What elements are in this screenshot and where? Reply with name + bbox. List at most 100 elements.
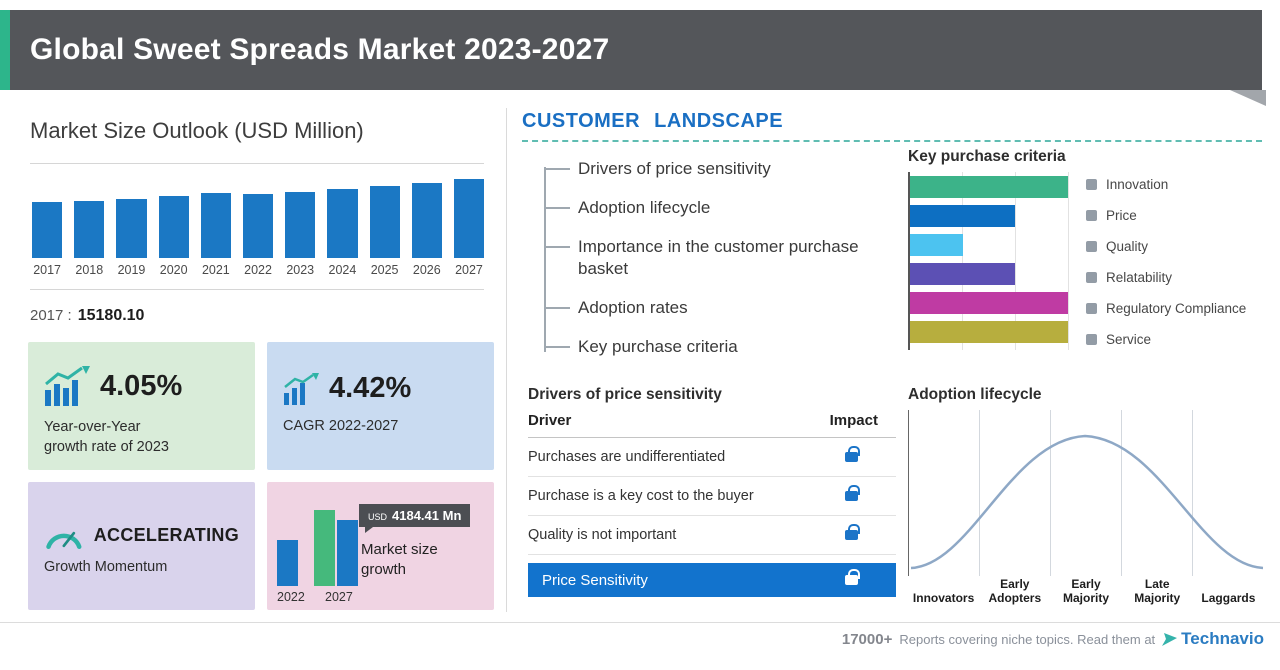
driver-row: Purchases are undifferentiated [528,438,896,477]
stage-label: Laggards [1201,591,1256,606]
footer-divider [0,622,1280,623]
landscape-item: Key purchase criteria [544,328,874,367]
price-sensitivity-title: Drivers of price sensitivity [528,386,722,403]
momentum-value-row: ACCELERATING [44,520,239,550]
market-size-bar [158,196,189,258]
growth-desc-line1: Market size [361,541,438,558]
criteria-bar [910,234,963,256]
legend-item: Innovation [1086,176,1246,192]
growth-chart-icon [45,366,90,406]
price-sensitivity-table: Driver Impact Purchases are undifferenti… [528,412,896,597]
landscape-item: Importance in the customer purchase bask… [544,228,874,289]
legend-item: Price [1086,208,1246,223]
lock-icon [845,569,860,585]
legend-marker-icon [1086,302,1097,314]
gridline [962,172,963,350]
momentum-desc: Growth Momentum [44,559,168,575]
year-label: 2024 [328,263,357,277]
legend-item: Regulatory Compliance [1086,300,1247,316]
market-size-bar [32,202,63,258]
base-year-number: 15180.10 [77,307,145,324]
yoy-value: 4.05% [100,369,183,402]
gridline [1068,172,1069,350]
yoy-value-row: 4.05% [44,366,239,406]
lock-icon [845,524,860,540]
header-accent-bar [0,10,10,90]
driver-label: Quality is not important [528,527,677,543]
criteria-bar [910,292,1068,314]
driver-column-header: Driver [528,412,572,429]
legend-label: Quality [1106,238,1149,254]
landscape-item: Drivers of price sensitivity [544,150,874,189]
year-label: 2017 [33,263,61,277]
base-year-value: 2017 : 15180.10 [30,307,144,325]
stage-label: Late Majority [1134,577,1181,606]
gridline [1192,410,1193,576]
cagr-value: 4.42% [329,372,412,404]
growth-desc-line2: growth [361,561,407,579]
growth-year-start: 2022 [277,590,305,604]
mini-growth-bar [277,540,298,586]
technavio-arrow-icon [1162,632,1178,646]
market-size-bar [74,201,105,258]
customer-landscape-title: CUSTOMER LANDSCAPE [522,110,784,132]
yoy-growth-card: 4.05% Year-over-Year growth rate of 2023 [28,342,255,470]
divider-line [30,289,484,290]
growth-chart-icon [284,372,319,405]
cagr-card: 4.42% CAGR 2022-2027 [267,342,494,470]
page-title: Global Sweet Spreads Market 2023-2027 [30,33,610,66]
stage-label: Early Majority [1063,577,1110,606]
market-size-bar [327,189,358,258]
cagr-desc: CAGR 2022-2027 [283,418,399,434]
market-size-bar [200,193,231,258]
year-label: 2022 [244,263,272,277]
market-size-bar [242,194,274,258]
year-label: 2020 [159,263,188,277]
key-purchase-criteria-title: Key purchase criteria [908,148,1066,165]
gridline [1121,410,1122,576]
key-purchase-criteria-legend: Innovation Price Quality Relatability Regula… [1086,176,1247,364]
growth-value-badge: USD 4184.41 Mn [359,504,471,533]
footer-text: Reports covering niche topics. Read them… [899,631,1156,647]
momentum-value: ACCELERATING [93,524,239,545]
legend-item: Service [1086,332,1246,347]
mini-growth-bar [337,520,358,586]
badge-currency: USD [368,512,388,522]
market-size-growth-card: 2022 2027 USD 4184.41 Mn Market size gro… [267,482,494,610]
market-size-bar-chart [32,176,485,258]
year-label: 2021 [201,263,230,277]
panel-divider [506,108,507,612]
legend-marker-icon [1086,240,1097,252]
market-size-bar [411,183,442,258]
divider-line [30,163,484,164]
table-header: Driver Impact [528,412,896,438]
report-count: 17000+ [841,630,893,648]
year-label: 2019 [117,263,146,277]
impact-column-header: Impact [829,412,878,429]
lock-icon [845,485,860,501]
year-label: 2027 [455,263,483,277]
criteria-bar [910,263,1015,285]
cagr-value-row: 4.42% [283,372,478,405]
year-label: 2018 [75,263,104,277]
legend-label: Innovation [1106,176,1169,192]
legend-label: Relatability [1106,269,1173,285]
adoption-lifecycle-title: Adoption lifecycle [908,386,1042,403]
landscape-item: Adoption lifecycle [544,189,874,228]
growth-desc: Market size growth [361,540,438,581]
stage-label: Early Adopters [988,577,1042,606]
year-label: 2023 [286,263,315,277]
yoy-desc-line2: growth rate of 2023 [44,438,169,455]
price-sensitivity-label: Price Sensitivity [542,571,648,589]
technavio-logo[interactable]: Technavio [1162,629,1264,649]
badge-value: 4184.41 Mn [392,508,462,523]
lock-icon [845,446,860,462]
header: Global Sweet Spreads Market 2023-2027 [10,10,1262,90]
criteria-bar [910,321,1068,343]
base-year-label: 2017 : [30,307,72,324]
key-purchase-criteria-chart [908,172,1070,350]
legend-label: Regulatory Compliance [1106,300,1247,316]
year-label: 2026 [412,263,441,277]
stage-label: Innovators [912,591,975,606]
criteria-bar [910,176,1068,198]
